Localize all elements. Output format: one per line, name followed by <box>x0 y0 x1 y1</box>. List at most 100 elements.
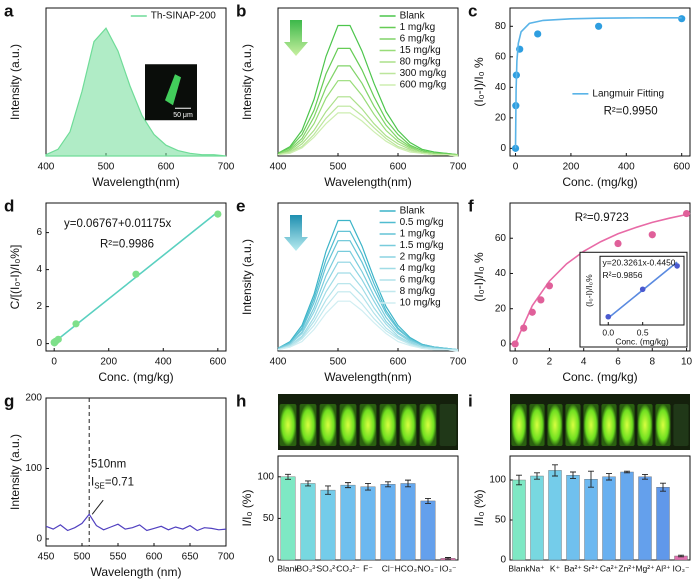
x-tick-label: 8 <box>650 357 656 368</box>
error-bar <box>588 470 594 488</box>
legend-label: 1 mg/kg <box>400 229 436 240</box>
annotation-part: SE <box>94 481 105 490</box>
plot-frame <box>509 7 691 157</box>
error-bar <box>405 479 411 488</box>
x-tick-label: 450 <box>38 552 55 563</box>
line <box>277 105 459 157</box>
legend-label: Langmuir Fitting <box>592 88 664 99</box>
legend-label: 8 mg/kg <box>400 286 436 297</box>
area <box>45 27 227 157</box>
x-tick-label: 600 <box>209 357 226 368</box>
y-tick-label: 50 <box>495 515 507 526</box>
bar <box>602 476 616 561</box>
x-tick-label: 500 <box>98 162 115 173</box>
error-bar <box>624 470 630 474</box>
data-point <box>537 296 545 304</box>
bar <box>566 475 580 561</box>
crystal <box>165 74 181 106</box>
data-point <box>639 286 646 293</box>
x-tick-label: 400 <box>270 357 287 368</box>
x-axis-label: Conc. (mg/kg) <box>562 175 637 189</box>
bar <box>620 471 634 561</box>
plot-frame <box>277 7 459 157</box>
y-axis-label: (I₀-I)/I₀ % <box>472 252 486 302</box>
pointer <box>91 499 104 515</box>
vial <box>359 404 377 446</box>
x-tick-label: IO₃⁻ <box>440 563 457 573</box>
y-tick-label: 0 <box>500 555 506 566</box>
line <box>277 80 458 156</box>
annotation: ISE=0.71 <box>91 476 134 490</box>
legend-label: Blank <box>400 11 426 22</box>
legend-label: Blank <box>400 206 426 217</box>
error-bar <box>516 474 522 486</box>
y-tick-label: 40 <box>495 268 507 279</box>
bar <box>300 483 316 561</box>
data-point <box>511 340 519 348</box>
x-tick-label: Blank <box>277 563 299 573</box>
line <box>277 230 459 351</box>
y-axis-label: Intensity (a.u.) <box>8 434 22 510</box>
y-tick-label: 20 <box>495 303 507 314</box>
x-tick-label: 200 <box>563 162 580 173</box>
vial <box>655 404 671 446</box>
vial <box>279 404 297 446</box>
y-axis-label: Intensity (a.u.) <box>8 44 22 120</box>
x-axis-label: Wavelength(nm) <box>324 370 412 384</box>
data-point <box>674 263 680 269</box>
x-tick-label: 600 <box>673 162 690 173</box>
annotation: R²=0.9986 <box>100 238 154 250</box>
plot-frame <box>509 202 691 352</box>
data-point <box>72 320 80 328</box>
data-point <box>595 22 603 30</box>
y-tick-label: 200 <box>25 393 42 404</box>
panel-label: a <box>4 1 14 20</box>
error-bar <box>570 471 576 479</box>
y-tick-label: 100 <box>489 475 506 486</box>
bar <box>320 489 336 561</box>
data-point <box>605 313 612 320</box>
y-axis-label: (I₀-I)/I₀ % <box>472 57 486 107</box>
x-axis-label: Conc. (mg/kg) <box>562 370 637 384</box>
vial <box>379 404 397 446</box>
vial <box>511 404 527 446</box>
error-bar <box>445 557 451 560</box>
x-tick-label: 0.0 <box>602 327 614 337</box>
x-tick-label: BO₃³⁻ <box>296 563 320 573</box>
data-point <box>678 15 686 23</box>
x-axis-label: Conc. (mg/kg) <box>98 370 173 384</box>
x-tick-label: Zn²⁺ <box>618 563 636 573</box>
x-tick-label: SO₄²⁻ <box>316 563 340 573</box>
x-tick-label: 550 <box>110 552 127 563</box>
x-tick-label: 0 <box>51 357 57 368</box>
y-axis-label: Intensity (a.u.) <box>240 239 254 315</box>
x-tick-label: CO₃²⁻ <box>336 563 360 573</box>
line <box>277 24 459 156</box>
x-tick-label: 2 <box>547 357 553 368</box>
error-bar <box>385 481 391 488</box>
panel-label: f <box>468 196 474 215</box>
legend-label: 0.5 mg/kg <box>400 217 444 228</box>
x-tick-label: 400 <box>270 162 287 173</box>
annotation: y=20.3261x-0.4450 <box>603 257 676 267</box>
error-bar <box>425 497 431 504</box>
vial <box>619 404 635 446</box>
annotation-part: I <box>91 476 94 488</box>
x-tick-label: 600 <box>146 552 163 563</box>
y-axis-label: I/I₀ (%) <box>472 490 486 527</box>
x-tick-label: 400 <box>618 162 635 173</box>
panel-label: b <box>236 1 246 20</box>
x-tick-label: Al³⁺ <box>656 563 671 573</box>
x-tick-label: 700 <box>450 357 467 368</box>
vial <box>439 404 457 446</box>
bar <box>420 500 436 561</box>
data-point <box>682 209 691 218</box>
line <box>277 112 459 157</box>
line <box>514 17 682 149</box>
data-point <box>648 231 656 239</box>
annotation: R²=0.9856 <box>603 270 643 280</box>
x-tick-label: 10 <box>681 357 693 368</box>
error-bar <box>534 472 540 480</box>
x-tick-label: 0.5 <box>637 327 649 337</box>
